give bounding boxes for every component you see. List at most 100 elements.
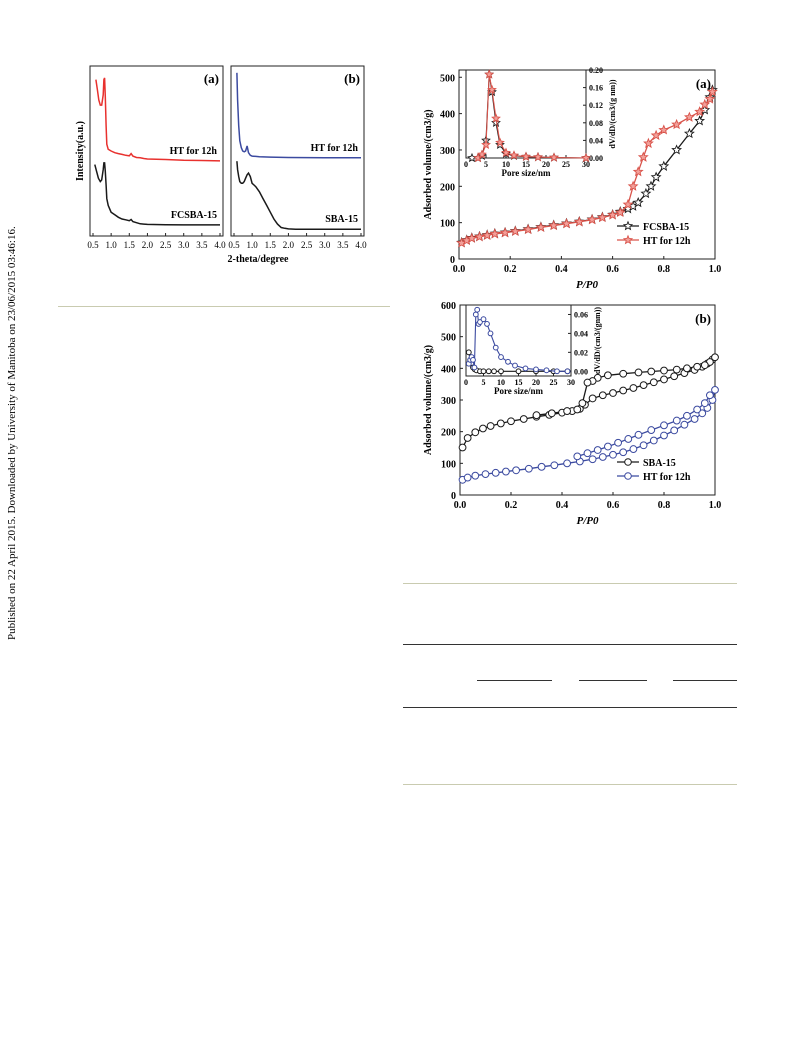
data-point xyxy=(637,151,649,162)
data-point xyxy=(700,361,709,370)
x-tick-label: 3.5 xyxy=(337,240,349,250)
table-rule-top xyxy=(403,583,737,584)
data-point xyxy=(563,459,571,468)
data-point xyxy=(609,450,617,459)
y-tick-label: 300 xyxy=(440,146,455,157)
data-point xyxy=(463,434,472,442)
x-tick-label: 1.0 xyxy=(247,240,259,250)
data-point xyxy=(573,452,582,461)
x-axis-label: Pore size/nm xyxy=(501,168,551,178)
y-axis-label: dV/dD/(cm3/(g nm)) xyxy=(608,79,617,148)
x-tick-label: 0.6 xyxy=(606,264,619,275)
data-point xyxy=(481,470,490,479)
data-point xyxy=(698,409,707,418)
table-rule-group-2 xyxy=(579,680,647,681)
xrd-x-axis-label: 2-theta/degree xyxy=(228,254,289,265)
legend-label: HT for 12h xyxy=(643,472,691,483)
data-point xyxy=(471,364,478,371)
data-point xyxy=(505,358,511,365)
table-rule-mid xyxy=(403,707,737,708)
series-label: FCSBA-15 xyxy=(171,210,217,221)
x-tick-label: 0.5 xyxy=(228,240,240,250)
data-point xyxy=(607,209,619,220)
data-point xyxy=(690,415,699,423)
y-tick-label: 0.04 xyxy=(589,136,603,145)
data-point xyxy=(499,227,511,238)
y-axis-label: dV/dD/(cm3/(gnm)) xyxy=(593,307,602,374)
x-tick-label: 0.8 xyxy=(658,500,671,511)
data-point xyxy=(581,152,591,163)
legend-label: HT for 12h xyxy=(643,236,691,247)
x-tick-label: 0 xyxy=(464,160,468,169)
data-point xyxy=(480,316,487,323)
xrd-plot-frame xyxy=(230,65,365,237)
data-point xyxy=(474,231,485,242)
x-tick-label: 0.2 xyxy=(504,264,517,275)
y-tick-label: 0.00 xyxy=(574,367,588,376)
x-tick-label: 25 xyxy=(562,160,570,169)
table-rule-bottom xyxy=(403,784,737,785)
series-line xyxy=(462,387,717,481)
data-point xyxy=(543,367,550,374)
y-tick-label: 400 xyxy=(441,364,456,375)
data-point xyxy=(554,368,560,375)
data-point xyxy=(586,214,598,225)
y-tick-label: 100 xyxy=(440,219,455,230)
data-point xyxy=(643,137,654,149)
plot-frame xyxy=(465,304,572,377)
x-tick-label: 1.0 xyxy=(709,500,722,511)
y-tick-label: 600 xyxy=(441,301,456,312)
data-point xyxy=(583,449,592,458)
data-point xyxy=(491,468,500,477)
x-tick-label: 4.0 xyxy=(214,240,226,250)
table-rule-group-1 xyxy=(477,680,552,681)
data-point xyxy=(629,384,638,392)
y-tick-label: 500 xyxy=(440,73,455,84)
data-point xyxy=(683,364,691,373)
y-tick-label: 0.02 xyxy=(574,348,588,357)
data-point xyxy=(670,426,679,435)
x-tick-label: 0.4 xyxy=(555,264,568,275)
x-tick-label: 0.0 xyxy=(453,264,466,275)
data-point xyxy=(670,372,679,381)
y-axis-label: Adsorbed volume/(cm3/g) xyxy=(423,109,434,219)
data-point xyxy=(624,435,633,443)
data-point xyxy=(471,471,480,480)
data-point xyxy=(649,436,658,445)
x-tick-label: 0.4 xyxy=(556,500,569,511)
data-point xyxy=(604,371,612,380)
data-point xyxy=(477,149,487,159)
y-tick-label: 0 xyxy=(451,491,456,502)
data-point xyxy=(593,446,602,454)
data-point xyxy=(634,368,643,377)
legend-label: SBA-15 xyxy=(643,458,676,469)
data-point xyxy=(598,391,607,400)
data-point xyxy=(474,306,481,313)
data-point xyxy=(578,399,587,408)
x-tick-label: 2.5 xyxy=(301,240,313,250)
data-point xyxy=(640,187,652,199)
data-point xyxy=(487,84,497,94)
data-point xyxy=(472,311,479,318)
x-tick-label: 3.0 xyxy=(319,240,331,250)
data-point xyxy=(498,368,504,375)
data-point xyxy=(650,129,662,141)
data-point xyxy=(548,219,560,231)
data-point xyxy=(547,409,556,418)
data-point xyxy=(470,357,476,363)
data-point xyxy=(649,378,658,387)
chart-pore-inset-a: 0 5 10 15 20 25 300.00 0.04 0.08 0.12 0.16 0.20 Pore… xyxy=(464,66,617,178)
data-point xyxy=(658,160,670,171)
data-point xyxy=(480,368,487,375)
data-point xyxy=(588,394,597,403)
x-tick-label: 5 xyxy=(482,378,486,387)
data-point xyxy=(498,354,504,360)
data-point xyxy=(509,150,519,160)
xrd-panel-b: 0.5 1.0 1.5 2.0 2.5 3.0 3.5 4.0 (b) HT for 12h SBA… xyxy=(228,65,367,250)
data-point xyxy=(699,98,711,110)
data-point xyxy=(509,225,521,236)
x-tick-label: 0.6 xyxy=(607,500,620,511)
table-rule-header xyxy=(403,644,737,645)
x-tick-label: 1.0 xyxy=(106,240,118,250)
data-point xyxy=(522,223,534,235)
